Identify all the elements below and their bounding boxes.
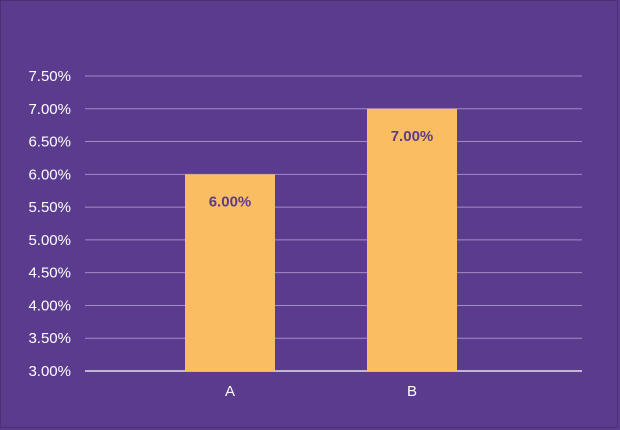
y-tick-label: 3.00%: [28, 363, 71, 380]
y-tick-label: 4.00%: [28, 297, 71, 314]
y-tick-label: 6.00%: [28, 166, 71, 183]
bar-a: [185, 174, 275, 371]
x-tick-label-b: B: [407, 383, 417, 400]
y-tick-label: 6.50%: [28, 134, 71, 151]
data-label-b: 7.00%: [391, 128, 434, 145]
y-tick-label: 3.50%: [28, 330, 71, 347]
y-tick-label: 7.00%: [28, 101, 71, 118]
y-tick-label: 7.50%: [28, 68, 71, 85]
y-tick-label: 4.50%: [28, 265, 71, 282]
bar-b: [367, 108, 457, 372]
x-tick-label-a: A: [225, 383, 235, 400]
y-tick-label: 5.00%: [28, 232, 71, 249]
data-label-a: 6.00%: [209, 193, 252, 210]
y-tick-label: 5.50%: [28, 199, 71, 216]
